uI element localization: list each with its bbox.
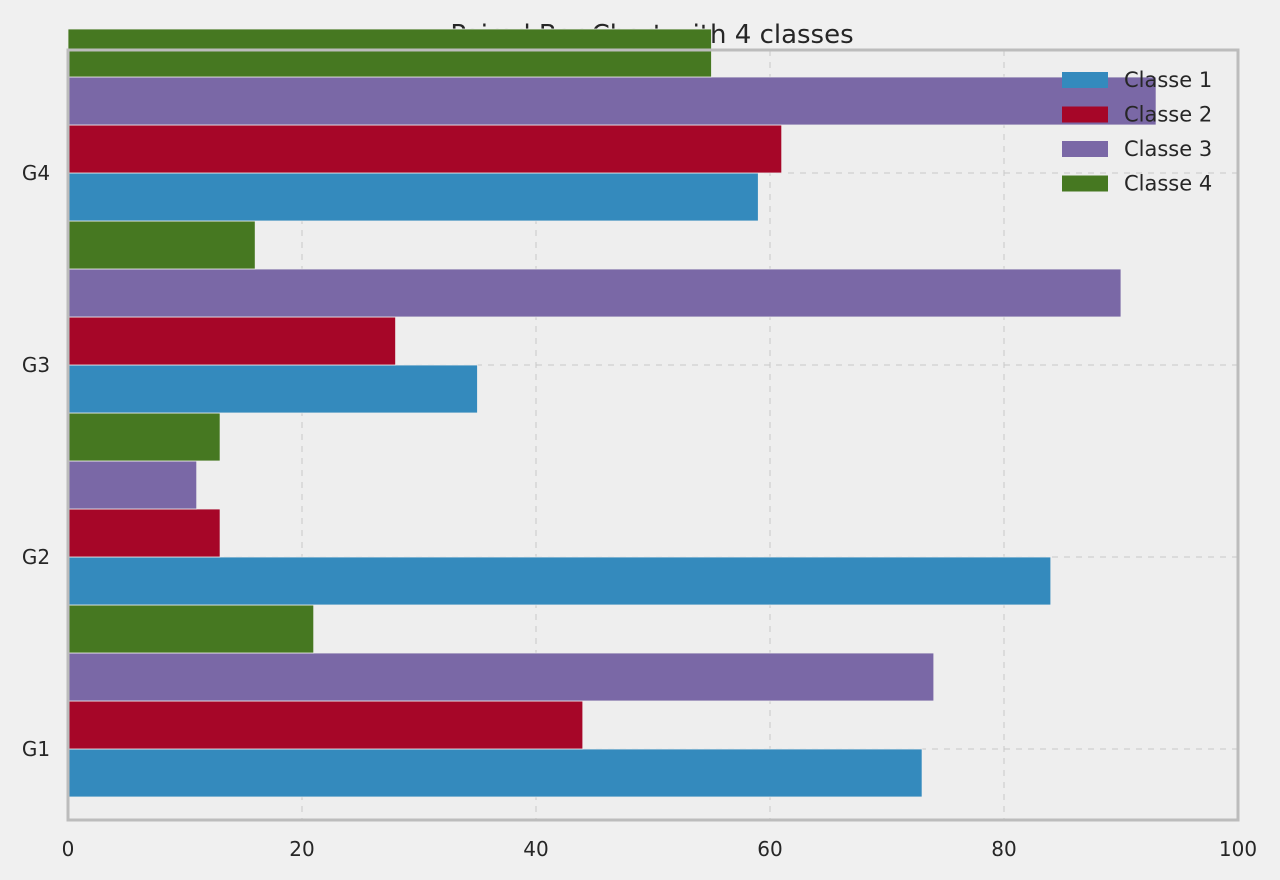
bar-g2-classe-3 xyxy=(67,460,198,510)
plot-frame xyxy=(66,48,1240,822)
legend-label: Classe 3 xyxy=(1124,137,1212,161)
y-tick-label: G3 xyxy=(22,353,50,377)
y-tick-label: G4 xyxy=(22,161,50,185)
legend: Classe 1 Classe 2 Classe 3 Classe 4 xyxy=(1062,68,1212,196)
bar-g1-classe-2 xyxy=(67,700,584,750)
legend-swatch xyxy=(1062,72,1108,88)
bar-g3-classe-2 xyxy=(67,316,397,366)
legend-label: Classe 1 xyxy=(1124,68,1212,92)
x-tick-label: 0 xyxy=(62,837,75,861)
y-tick-label: G1 xyxy=(22,737,50,761)
legend-label: Classe 2 xyxy=(1124,103,1212,127)
bar-g2-classe-2 xyxy=(67,508,221,558)
bar-g1-classe-3 xyxy=(67,652,935,702)
x-tick-label: 60 xyxy=(757,837,782,861)
bar-g1-classe-1 xyxy=(67,748,923,798)
x-tick-label: 80 xyxy=(991,837,1016,861)
bar-g4-classe-3 xyxy=(67,76,1157,126)
x-tick-label: 20 xyxy=(289,837,314,861)
legend-swatch xyxy=(1062,141,1108,157)
bar-g4-classe-4 xyxy=(67,28,712,78)
bar-g4-classe-1 xyxy=(67,172,759,222)
bar-g1-classe-4 xyxy=(67,604,315,654)
y-tick-label: G2 xyxy=(22,545,50,569)
x-tick-label: 100 xyxy=(1219,837,1257,861)
bar-g3-classe-4 xyxy=(67,220,256,270)
x-axis-ticks: 0 20 40 60 80 100 xyxy=(62,837,1257,861)
bar-g2-classe-4 xyxy=(67,412,221,462)
bars xyxy=(67,28,1157,798)
bar-g3-classe-3 xyxy=(67,268,1122,318)
legend-swatch xyxy=(1062,106,1108,123)
legend-label: Classe 4 xyxy=(1124,172,1212,196)
x-tick-label: 40 xyxy=(523,837,548,861)
bar-g4-classe-2 xyxy=(67,124,783,174)
y-axis-ticks: G1 G2 G3 G4 xyxy=(22,161,50,761)
bar-g3-classe-1 xyxy=(67,364,478,414)
legend-swatch xyxy=(1062,175,1108,192)
bar-g2-classe-1 xyxy=(67,556,1052,606)
